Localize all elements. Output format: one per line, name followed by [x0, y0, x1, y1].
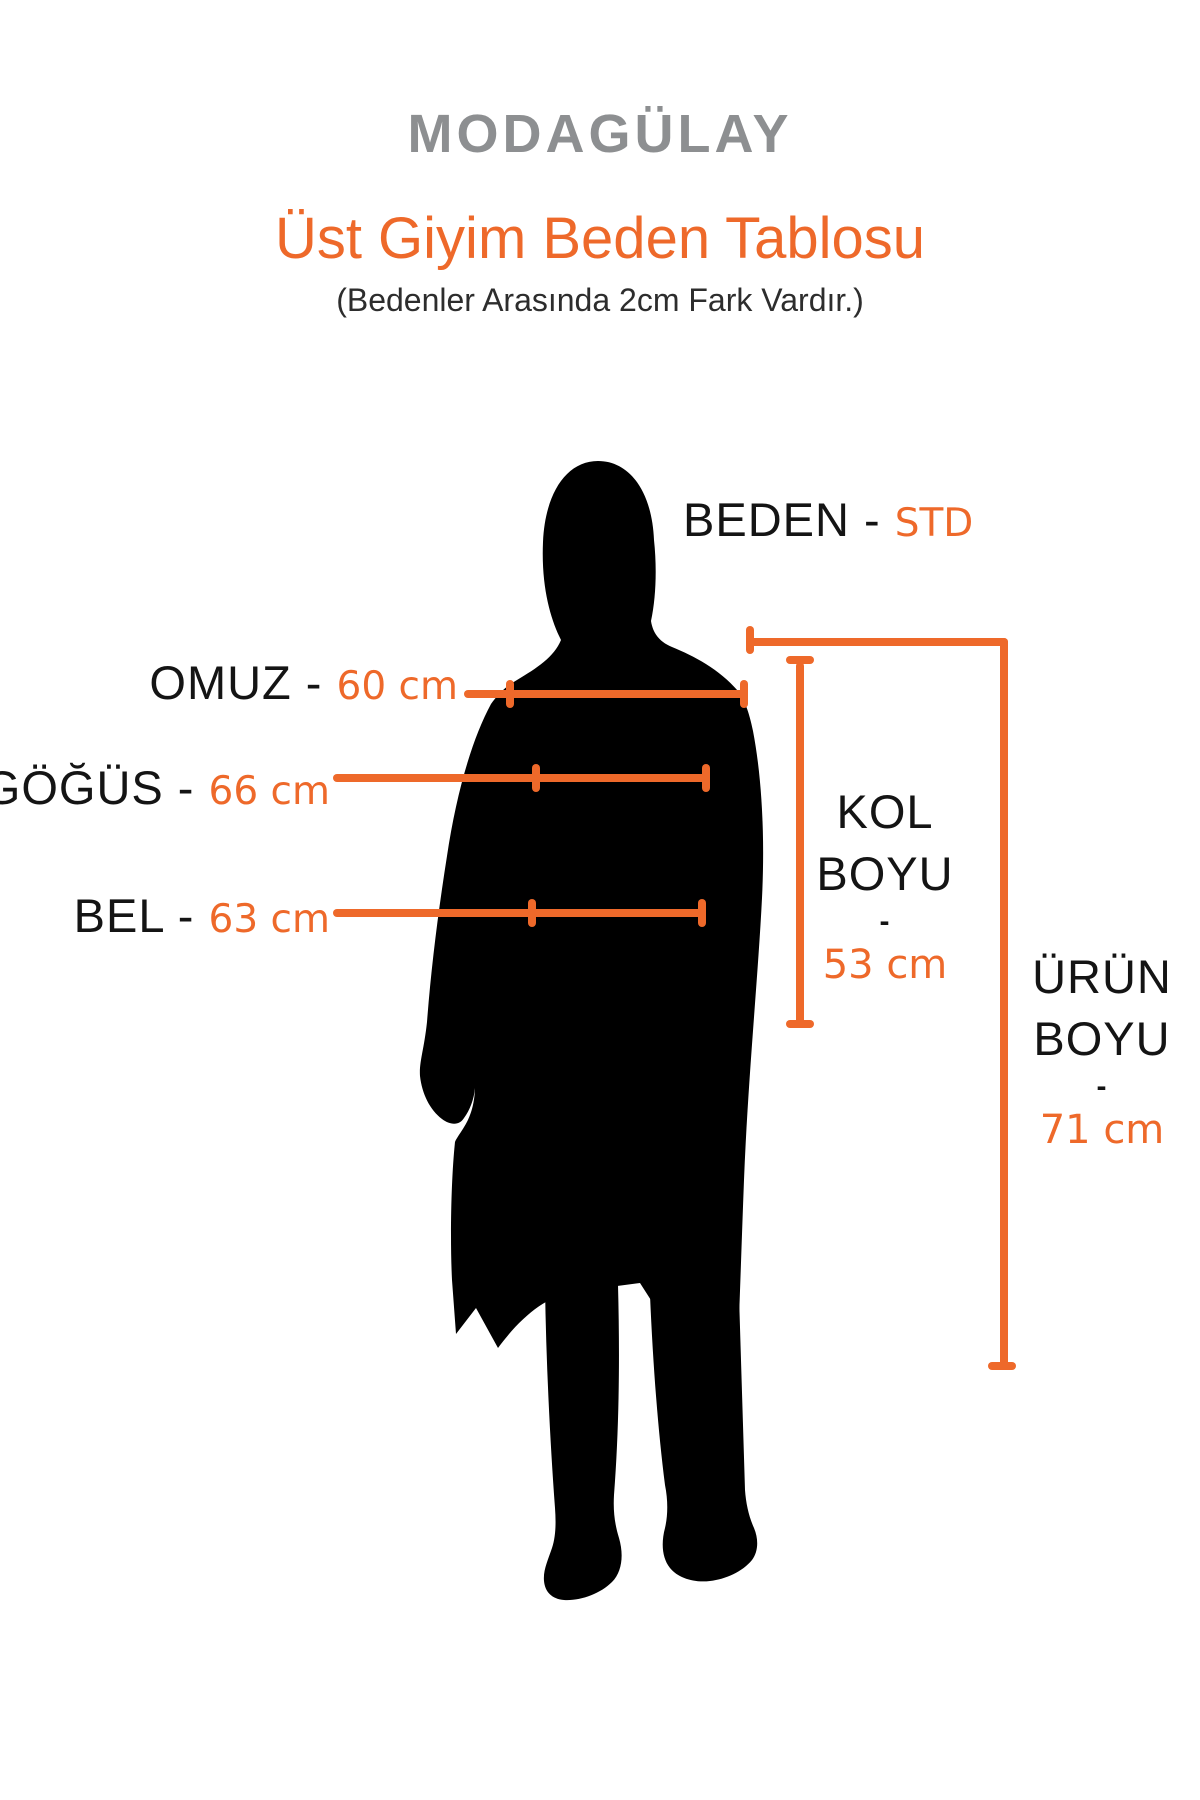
- beden-value: STD: [894, 501, 974, 546]
- kol-measure-line: [796, 662, 804, 1024]
- urun-top-line: [746, 638, 1008, 646]
- omuz-left-tick: [506, 680, 514, 708]
- omuz-measure-line: [464, 690, 748, 698]
- urun-label-line1: ÜRÜN: [1032, 950, 1172, 1003]
- bel-label-text: BEL -: [73, 889, 195, 942]
- omuz-value: 60 cm: [336, 664, 458, 709]
- omuz-right-tick: [740, 680, 748, 708]
- page-title: Üst Giyim Beden Tablosu: [274, 206, 926, 271]
- bel-mid-tick: [528, 899, 536, 927]
- urun-label-line2: BOYU: [1033, 1012, 1171, 1065]
- beden-label: BEDEN - STD: [683, 492, 973, 547]
- gogus-mid-tick: [532, 764, 540, 792]
- urun-value: 71 cm: [1039, 1107, 1165, 1153]
- urun-label-block: ÜRÜN BOYU - 71 cm: [1002, 946, 1200, 1156]
- gogus-measure-line: [333, 774, 710, 782]
- urun-bottom-tick: [988, 1362, 1016, 1370]
- silhouette-body: [419, 461, 764, 1390]
- omuz-label: OMUZ - 60 cm: [149, 655, 458, 710]
- kol-top-tick: [786, 656, 814, 664]
- kol-label-line1: KOL: [836, 785, 934, 838]
- kol-value: 53 cm: [822, 942, 948, 988]
- kol-separator: -: [879, 905, 891, 938]
- kol-label-line2: BOYU: [816, 847, 954, 900]
- silhouette-right-leg: [650, 1295, 758, 1582]
- bel-right-tick: [698, 899, 706, 927]
- silhouette-left-leg: [543, 1285, 622, 1601]
- kol-label-block: KOL BOYU - 53 cm: [785, 781, 985, 991]
- omuz-label-text: OMUZ -: [149, 656, 323, 709]
- kol-bottom-tick: [786, 1020, 814, 1028]
- page-subtitle: (Bedenler Arasında 2cm Fark Vardır.): [336, 282, 864, 318]
- gogus-label-text: GÖĞÜS -: [0, 761, 195, 814]
- brand-logo: MODAGÜLAY: [407, 104, 793, 164]
- bel-value: 63 cm: [208, 897, 330, 942]
- urun-measure-line: [1000, 638, 1008, 1369]
- gogus-value: 66 cm: [208, 769, 330, 814]
- beden-label-text: BEDEN -: [683, 493, 881, 546]
- bel-measure-line: [333, 909, 706, 917]
- urun-separator: -: [1096, 1070, 1108, 1103]
- gogus-label: GÖĞÜS - 66 cm: [0, 760, 330, 815]
- gogus-right-tick: [702, 764, 710, 792]
- bel-label: BEL - 63 cm: [74, 888, 330, 943]
